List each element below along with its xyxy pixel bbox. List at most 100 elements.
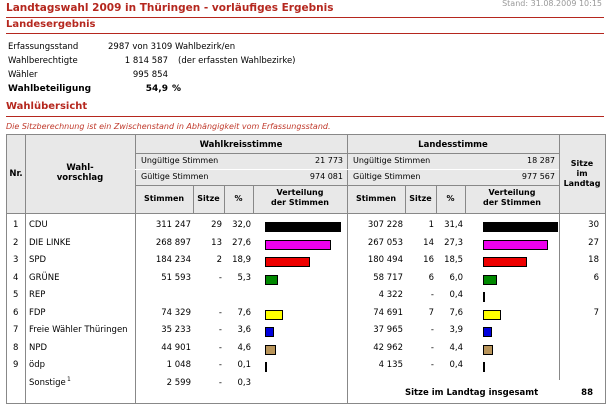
- footnote-marker: 1: [67, 375, 71, 383]
- table-footer: Sitze im Landtag insgesamt 88: [405, 388, 593, 398]
- ls-gueltig-value: 977 567: [521, 172, 555, 181]
- table-body: 1 CDU 311 247 29 32,0 307 228 1 31,4 30 2 DIE LINK…: [7, 213, 605, 404]
- row-wk-sitze: -: [218, 360, 222, 370]
- row-wk-sitze: -: [218, 377, 222, 388]
- row-ls-pct: 0,4: [449, 290, 463, 300]
- row-party-name: DIE LINKE: [29, 237, 71, 248]
- ls-gueltig-label: Gültige Stimmen: [353, 172, 421, 181]
- wk-gueltig-label: Gültige Stimmen: [141, 172, 209, 181]
- row-wk-pct: 27,6: [232, 237, 251, 248]
- row-ls-bar: [483, 239, 548, 250]
- row-ls-bar: [483, 327, 493, 337]
- wk-gueltig-value: 974 081: [309, 172, 343, 181]
- body-sep-ls: [559, 214, 560, 380]
- section-title-wahluebersicht: Wahlübersicht: [6, 101, 88, 112]
- wahlberechtigte-note: (der erfassten Wahlbezirke): [178, 56, 296, 66]
- row-ls-pct: 6,0: [449, 272, 463, 283]
- col-header-ls-verteilung: Verteilung der Stimmen: [482, 188, 541, 207]
- row-wk-stimmen: 1 048: [166, 360, 191, 370]
- group-header-wahlkreisstimme: Wahlkreisstimme: [199, 140, 283, 150]
- row-ls-sitze: 6: [428, 272, 434, 283]
- row-party-name: SPD: [29, 255, 47, 265]
- row-wk-bar: [265, 309, 284, 320]
- row-ls-stimmen: 74 691: [373, 307, 403, 318]
- results-table: Nr. Wahl- vorschlag Wahlkreisstimme Ungü…: [6, 134, 606, 404]
- row-nr: 5: [13, 290, 19, 300]
- row-wk-sitze: 13: [211, 237, 222, 248]
- stand-timestamp: Stand: 31.08.2009 10:15: [502, 0, 602, 8]
- row-landtag-sitze: 18: [588, 255, 599, 265]
- row-landtag-sitze: 7: [593, 307, 599, 318]
- hdr-sep-wk: [347, 135, 348, 213]
- row-wk-bar: [265, 327, 274, 337]
- row-ls-sitze: -: [430, 290, 434, 300]
- row-ls-sitze: 16: [423, 255, 434, 265]
- row-party-name: GRÜNE: [29, 272, 60, 283]
- row-party-name: REP: [29, 290, 46, 300]
- row-ls-pct: 4,4: [449, 342, 463, 353]
- table-row: 1 CDU 311 247 29 32,0 307 228 1 31,4 30: [7, 218, 605, 235]
- hdr-sep-wk-sitze: [224, 185, 225, 213]
- row-wk-sitze: 29: [211, 220, 222, 230]
- row-wk-pct: 4,6: [237, 342, 251, 353]
- row-wk-sitze: -: [218, 342, 222, 353]
- row-wk-stimmen: 184 234: [155, 255, 191, 265]
- hdr-rule-info: [135, 169, 559, 170]
- waehler-label: Wähler: [8, 70, 38, 80]
- hdr-sep-nr: [25, 135, 26, 213]
- hdr-sep-ls: [559, 135, 560, 213]
- row-wk-bar: [265, 274, 278, 285]
- sitzberechnung-notice: Die Sitzberechnung ist ein Zwischenstand…: [6, 122, 331, 131]
- row-nr: 1: [13, 220, 19, 230]
- row-wk-pct: 32,0: [232, 220, 251, 230]
- title-divider: [6, 17, 604, 18]
- row-party-name: Freie Wähler Thüringen: [29, 325, 128, 335]
- row-nr: 6: [13, 307, 19, 318]
- col-header-sitze-landtag: Sitze im Landtag: [563, 159, 601, 188]
- table-row: 7 Freie Wähler Thüringen 35 233 - 3,6 37 965 -…: [7, 323, 605, 340]
- row-ls-pct: 31,4: [444, 220, 463, 230]
- row-ls-stimmen: 267 053: [367, 237, 403, 248]
- row-wk-sitze: -: [218, 325, 222, 335]
- hdr-sep-ls-stimmen: [405, 185, 406, 213]
- row-landtag-sitze: 6: [593, 272, 599, 283]
- body-sep-wk: [347, 214, 348, 404]
- section-title-landesergebnis: Landesergebnis: [6, 19, 96, 30]
- row-ls-stimmen: 4 135: [378, 360, 403, 370]
- row-wk-pct: 5,3: [237, 272, 251, 283]
- summary-row-wahlbeteiligung: Wahlbeteiligung 54,9 %: [8, 82, 428, 96]
- row-ls-bar: [483, 257, 527, 267]
- wk-ungueltig-value: 21 773: [315, 156, 343, 165]
- summary-block: Erfassungsstand 2987 von 3109 Wahlbezirk…: [8, 40, 428, 96]
- row-wk-bar: [265, 344, 276, 355]
- row-ls-sitze: 1: [428, 220, 434, 230]
- row-nr: 7: [13, 325, 19, 335]
- col-header-wk-verteilung: Verteilung der Stimmen: [270, 188, 329, 207]
- overview-divider: [6, 116, 604, 117]
- row-wk-sitze: -: [218, 272, 222, 283]
- row-ls-stimmen: 37 965: [373, 325, 403, 335]
- row-ls-bar: [483, 292, 485, 302]
- row-wk-stimmen: 35 233: [161, 325, 191, 335]
- row-ls-pct: 18,5: [444, 255, 463, 265]
- row-wk-bar: [265, 362, 267, 372]
- body-sep-nr: [25, 214, 26, 404]
- hdr-rule-group: [135, 153, 559, 154]
- row-wk-stimmen: 51 593: [161, 272, 191, 283]
- row-party-name: CDU: [29, 220, 48, 230]
- row-ls-stimmen: 42 962: [373, 342, 403, 353]
- table-row: 4 GRÜNE 51 593 - 5,3 58 717 6 6,0 6: [7, 271, 605, 288]
- hdr-sep-ls-sitze: [436, 185, 437, 213]
- row-ls-bar: [483, 344, 494, 355]
- row-wk-bar: [265, 239, 331, 250]
- table-row: 5 REP 4 322 - 0,4: [7, 288, 605, 305]
- row-wk-stimmen: 44 901: [161, 342, 191, 353]
- row-ls-bar: [483, 362, 485, 372]
- row-wk-stimmen: 74 329: [161, 307, 191, 318]
- row-wk-pct: 3,6: [237, 325, 251, 335]
- wahlbeteiligung-label: Wahlbeteiligung: [8, 84, 92, 94]
- table-row: Sonstige 1 2 599 - 0,3: [7, 376, 605, 393]
- row-ls-bar: [483, 274, 498, 285]
- summary-row-waehler: Wähler 995 854: [8, 68, 428, 82]
- row-ls-sitze: 7: [428, 307, 434, 318]
